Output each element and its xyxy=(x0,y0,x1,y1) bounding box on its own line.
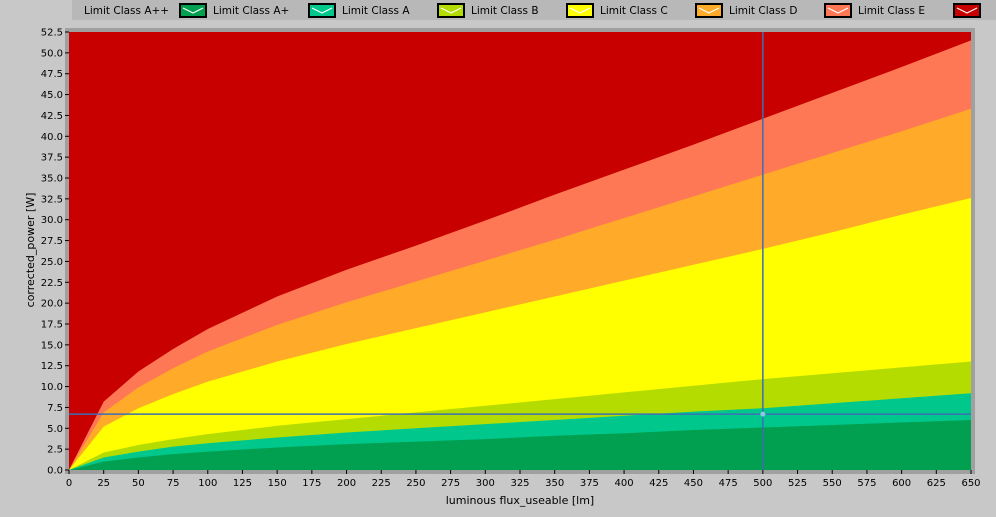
legend-label: Limit Class A+ xyxy=(213,5,289,17)
legend-swatch xyxy=(439,5,463,16)
y-tick-label: 12.5 xyxy=(41,361,63,372)
y-tick-label: 30.0 xyxy=(41,215,63,226)
legend-label: Limit Class A++ xyxy=(84,5,169,17)
x-tick-label: 400 xyxy=(615,478,634,489)
y-tick-label: 52.5 xyxy=(41,28,63,39)
x-tick-label: 25 xyxy=(97,478,110,489)
legend-swatch xyxy=(697,5,721,16)
legend-swatch-line xyxy=(698,7,720,14)
x-tick-label: 600 xyxy=(892,478,911,489)
x-tick-label: 475 xyxy=(719,478,738,489)
plot-area xyxy=(69,32,971,471)
x-tick-label: 175 xyxy=(302,478,321,489)
y-tick-label: 42.5 xyxy=(41,111,63,122)
y-tick-label: 32.5 xyxy=(41,194,63,205)
legend-swatch xyxy=(310,5,334,16)
legend-label: Limit Class E xyxy=(858,5,925,17)
legend-swatch xyxy=(955,5,979,16)
x-tick-label: 0 xyxy=(66,478,72,489)
y-tick-label: 5.0 xyxy=(47,424,63,435)
legend-label: Limit Class A xyxy=(342,5,410,17)
x-tick-label: 275 xyxy=(441,478,460,489)
legend-swatch-line xyxy=(569,7,591,14)
legend-swatch xyxy=(568,5,592,16)
x-tick-label: 75 xyxy=(167,478,180,489)
legend-swatch-line xyxy=(182,7,204,14)
x-tick-label: 50 xyxy=(132,478,145,489)
y-tick-label: 15.0 xyxy=(41,340,63,351)
x-tick-label: 450 xyxy=(684,478,703,489)
x-tick-label: 650 xyxy=(961,478,980,489)
x-axis-label: luminous flux_useable [lm] xyxy=(446,494,594,507)
x-tick-label: 350 xyxy=(545,478,564,489)
legend-swatch-line xyxy=(827,7,849,14)
legend-background xyxy=(72,0,996,20)
x-tick-label: 375 xyxy=(580,478,599,489)
legend-label: Limit Class B xyxy=(471,5,539,17)
x-tick-label: 150 xyxy=(268,478,287,489)
y-tick-label: 45.0 xyxy=(41,90,63,101)
x-tick-label: 200 xyxy=(337,478,356,489)
x-tick-label: 500 xyxy=(753,478,772,489)
y-tick-label: 25.0 xyxy=(41,257,63,268)
legend-swatch xyxy=(181,5,205,16)
x-tick-label: 100 xyxy=(198,478,217,489)
legend-swatch xyxy=(826,5,850,16)
legend-label: Limit Class D xyxy=(729,5,797,17)
legend-swatch-line xyxy=(311,7,333,14)
y-tick-label: 20.0 xyxy=(41,299,63,310)
x-tick-label: 325 xyxy=(510,478,529,489)
legend-swatch-line xyxy=(440,7,462,14)
x-tick-label: 425 xyxy=(649,478,668,489)
area-limit-class-aplusplus xyxy=(69,419,971,470)
x-tick-label: 575 xyxy=(857,478,876,489)
y-tick-label: 47.5 xyxy=(41,69,63,80)
y-tick-label: 27.5 xyxy=(41,236,63,247)
y-axis-label: corrected_power [W] xyxy=(24,193,37,308)
y-tick-label: 0.0 xyxy=(47,466,63,477)
x-tick-label: 125 xyxy=(233,478,252,489)
cursor-point xyxy=(760,411,766,417)
legend-label: Limit Class C xyxy=(600,5,668,17)
y-tick-label: 10.0 xyxy=(41,382,63,393)
x-tick-label: 250 xyxy=(406,478,425,489)
y-tick-label: 7.5 xyxy=(47,403,63,414)
legend: Limit Class A++ Limit Class A+ Limit Class… xyxy=(72,0,996,20)
x-tick-label: 550 xyxy=(823,478,842,489)
legend-swatch-line xyxy=(956,7,978,14)
y-tick-label: 50.0 xyxy=(41,48,63,59)
x-tick-label: 300 xyxy=(476,478,495,489)
y-tick-label: 17.5 xyxy=(41,320,63,331)
x-tick-label: 625 xyxy=(927,478,946,489)
y-axis: 0.0 2.5 5.0 7.5 10.0 12.5 15.0 17.5 20.0 22.5 25.0… xyxy=(41,28,69,477)
x-tick-label: 525 xyxy=(788,478,807,489)
y-tick-label: 2.5 xyxy=(47,445,63,456)
x-tick-label: 225 xyxy=(372,478,391,489)
y-tick-label: 40.0 xyxy=(41,132,63,143)
y-tick-label: 22.5 xyxy=(41,278,63,289)
y-tick-label: 37.5 xyxy=(41,153,63,164)
x-axis: 0 25 50 75 100 125 150 175 200 225 250 275 300 325 350… xyxy=(66,470,981,489)
y-tick-label: 35.0 xyxy=(41,174,63,185)
